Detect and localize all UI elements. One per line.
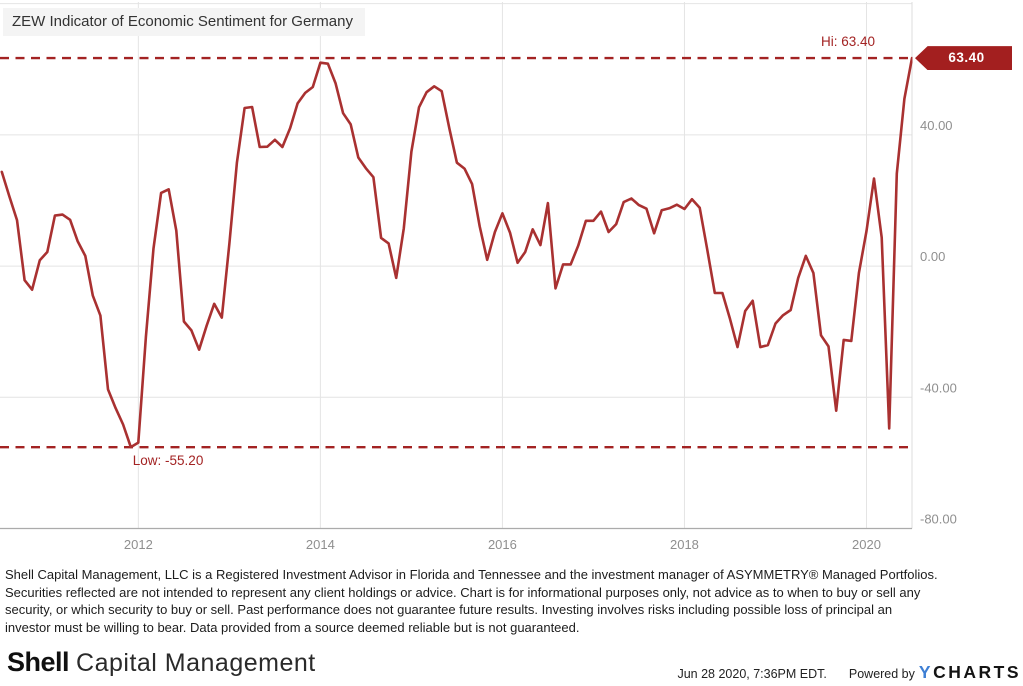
- x-tick-label: 2012: [124, 537, 153, 552]
- ycharts-logo: YCHARTS: [919, 662, 1021, 683]
- chart-attribution: Jun 28 2020, 7:36PM EDT. Powered by YCHA…: [677, 662, 1021, 683]
- ycharts-wordmark: CHARTS: [933, 662, 1021, 682]
- last-value-badge: 63.40: [915, 46, 1012, 71]
- plot-canvas: 40.00 0.00 -40.00 -80.00 2012 2014 2016 2018 202…: [0, 2, 957, 552]
- series-line: [0, 56, 913, 449]
- x-tick-label: 2016: [488, 537, 517, 552]
- logo-rest-text: Capital Management: [76, 649, 316, 677]
- chart-title: ZEW Indicator of Economic Sentiment for …: [3, 8, 365, 36]
- disclaimer-text: Shell Capital Management, LLC is a Regis…: [5, 566, 1023, 636]
- x-tick-label: 2018: [670, 537, 699, 552]
- disclaimer-line: Shell Capital Management, LLC is a Regis…: [5, 567, 938, 582]
- timestamp: Jun 28 2020, 7:36PM EDT.: [677, 667, 827, 681]
- y-tick-label: -80.00: [920, 512, 957, 527]
- ycharts-y-glyph: Y: [918, 662, 934, 682]
- sentiment-chart: 40.00 0.00 -40.00 -80.00 2012 2014 2016 2018 202…: [0, 2, 1012, 552]
- disclaimer-line: security, or which security to buy or se…: [5, 602, 893, 617]
- x-tick-label: 2014: [306, 537, 335, 552]
- y-tick-label: 40.00: [920, 118, 953, 133]
- hi-annotation-label: Hi: 63.40: [820, 34, 875, 50]
- logo-bold-text: Shell: [7, 647, 70, 677]
- y-tick-label: -40.00: [920, 380, 957, 395]
- y-tick-label: 0.00: [920, 249, 945, 264]
- disclaimer-line: investor must be willing to bear. Data p…: [5, 619, 580, 635]
- powered-by-label: Powered by: [848, 667, 915, 681]
- x-tick-label: 2020: [852, 537, 881, 552]
- low-annotation-label: Low: -55.20: [132, 453, 204, 469]
- disclaimer-line: Securities reflected are not intended to…: [5, 584, 921, 600]
- shell-capital-logo: Shell Capital Management: [7, 647, 316, 678]
